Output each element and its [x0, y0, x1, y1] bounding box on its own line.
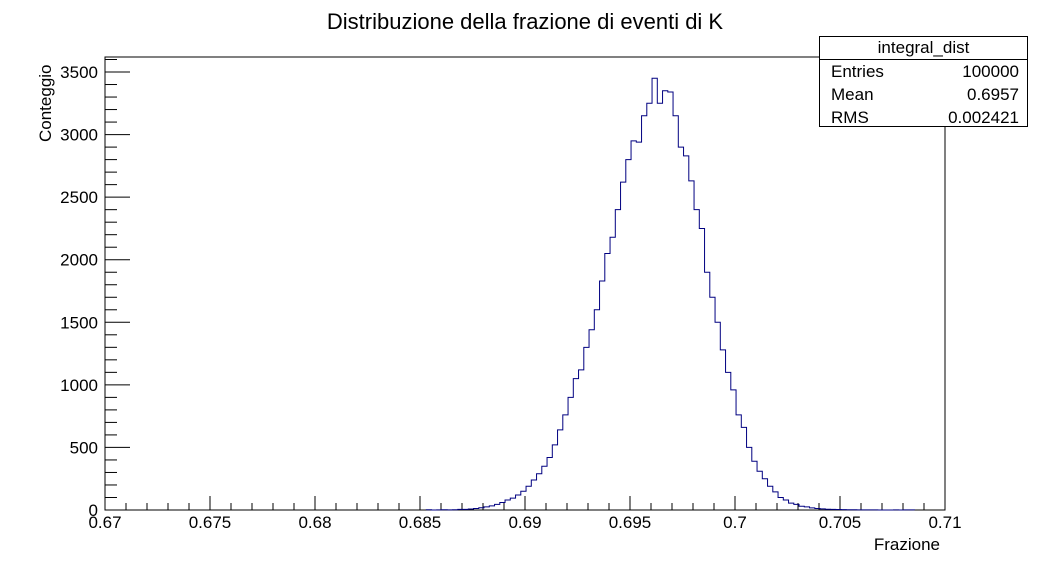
y-tick-label: 1000	[60, 376, 98, 395]
stats-box: integral_dist Entries 100000 Mean 0.6957…	[819, 36, 1028, 127]
stats-row-entries: Entries 100000	[820, 60, 1027, 83]
stats-label: Mean	[831, 85, 874, 104]
stats-box-title: integral_dist	[820, 37, 1027, 60]
stats-label: RMS	[831, 108, 869, 127]
stats-value: 0.002421	[948, 108, 1019, 127]
x-tick-label: 0.67	[88, 513, 121, 532]
y-tick-label: 0	[89, 501, 98, 520]
stats-row-rms: RMS 0.002421	[820, 106, 1027, 129]
y-axis: 0 500 1000 1500 2000 2500 3000 3500	[60, 59, 130, 520]
stats-row-mean: Mean 0.6957	[820, 83, 1027, 106]
x-tick-label: 0.705	[819, 513, 862, 532]
x-tick-label: 0.695	[609, 513, 652, 532]
x-axis-label: Frazione	[874, 535, 940, 554]
histogram-outline	[425, 77, 916, 511]
y-axis-label: Conteggio	[36, 64, 55, 142]
x-tick-label: 0.7	[723, 513, 747, 532]
x-tick-label: 0.675	[189, 513, 232, 532]
x-tick-label: 0.71	[928, 513, 961, 532]
stats-label: Entries	[831, 62, 884, 81]
stats-value: 0.6957	[967, 85, 1019, 104]
x-tick-label: 0.68	[298, 513, 331, 532]
y-tick-label: 500	[70, 438, 98, 457]
x-tick-label: 0.685	[399, 513, 442, 532]
x-axis: 0.67 0.675 0.68 0.685 0.69 0.695 0.7 0.705 0.71	[88, 496, 962, 532]
y-tick-label: 1500	[60, 313, 98, 332]
y-tick-label: 2000	[60, 251, 98, 270]
y-tick-label: 3500	[60, 63, 98, 82]
x-tick-label: 0.69	[508, 513, 541, 532]
stats-value: 100000	[962, 62, 1019, 81]
y-tick-label: 3000	[60, 126, 98, 145]
chart-title: Distribuzione della frazione di eventi d…	[327, 9, 724, 34]
y-tick-label: 2500	[60, 188, 98, 207]
